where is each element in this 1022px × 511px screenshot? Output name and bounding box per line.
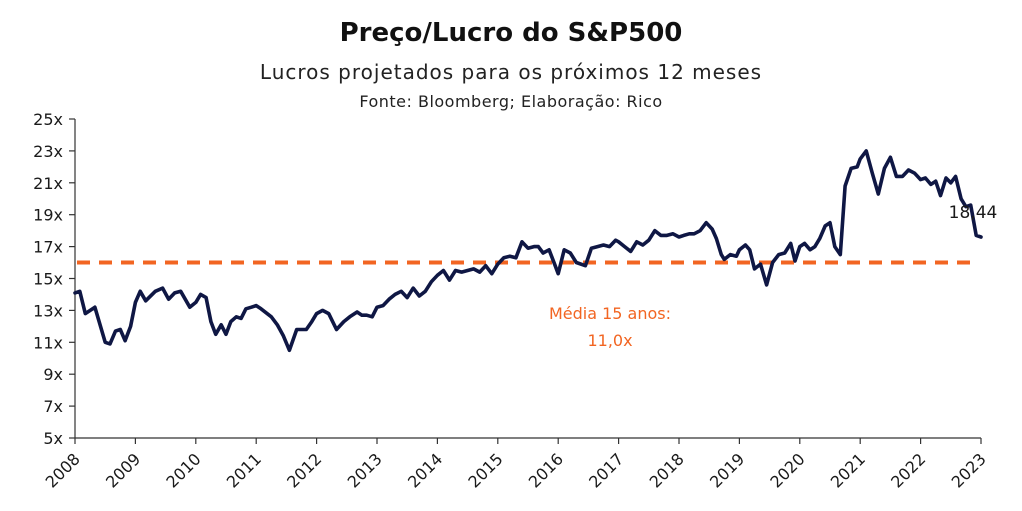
y-tick-label: 11x xyxy=(33,333,63,352)
x-axis: 2008 2009 2010 2011 2012 2013 2014 2015 2016 2017… xyxy=(42,437,990,492)
last-value-label: 18,44 xyxy=(949,203,998,223)
x-tick-label: 2010 xyxy=(162,449,204,491)
average-annotation-value: 11,0x xyxy=(587,331,632,350)
average-annotation-label: Média 15 anos: xyxy=(549,304,671,323)
y-tick-label: 5x xyxy=(43,429,63,448)
y-axis: 5x 7x 9x 11x 13x 15x 17x 19x 21x 23x 25x xyxy=(33,110,76,448)
pe-ratio-series-line xyxy=(73,149,983,353)
x-tick-label: 2018 xyxy=(646,449,688,491)
x-tick-label: 2014 xyxy=(404,449,446,491)
x-tick-label: 2023 xyxy=(948,449,990,491)
y-tick-label: 17x xyxy=(33,238,63,257)
y-tick-label: 25x xyxy=(33,110,63,129)
x-tick-label: 2015 xyxy=(464,449,506,491)
chart-subtitle: Lucros projetados para os próximos 12 me… xyxy=(259,60,763,84)
y-tick-label: 23x xyxy=(33,142,63,161)
chart-title: Preço/Lucro do S&P500 xyxy=(339,18,683,48)
y-tick-label: 15x xyxy=(33,270,63,289)
x-tick-label: 2020 xyxy=(766,449,808,491)
x-tick-label: 2012 xyxy=(283,449,325,491)
y-tick-label: 19x xyxy=(33,206,63,225)
x-tick-label: 2022 xyxy=(887,449,929,491)
x-tick-label: 2008 xyxy=(42,449,84,491)
x-tick-label: 2016 xyxy=(525,449,567,491)
y-tick-label: 21x xyxy=(33,174,63,193)
x-tick-label: 2009 xyxy=(102,449,144,491)
y-tick-label: 7x xyxy=(43,397,63,416)
x-tick-label: 2019 xyxy=(706,449,748,491)
y-tick-label: 9x xyxy=(43,365,63,384)
x-tick-label: 2011 xyxy=(223,449,265,491)
x-tick-label: 2013 xyxy=(344,449,386,491)
chart-source: Fonte: Bloomberg; Elaboração: Rico xyxy=(359,92,663,111)
y-tick-label: 13x xyxy=(33,301,63,320)
x-tick-label: 2021 xyxy=(827,449,869,491)
x-tick-label: 2017 xyxy=(585,449,627,491)
